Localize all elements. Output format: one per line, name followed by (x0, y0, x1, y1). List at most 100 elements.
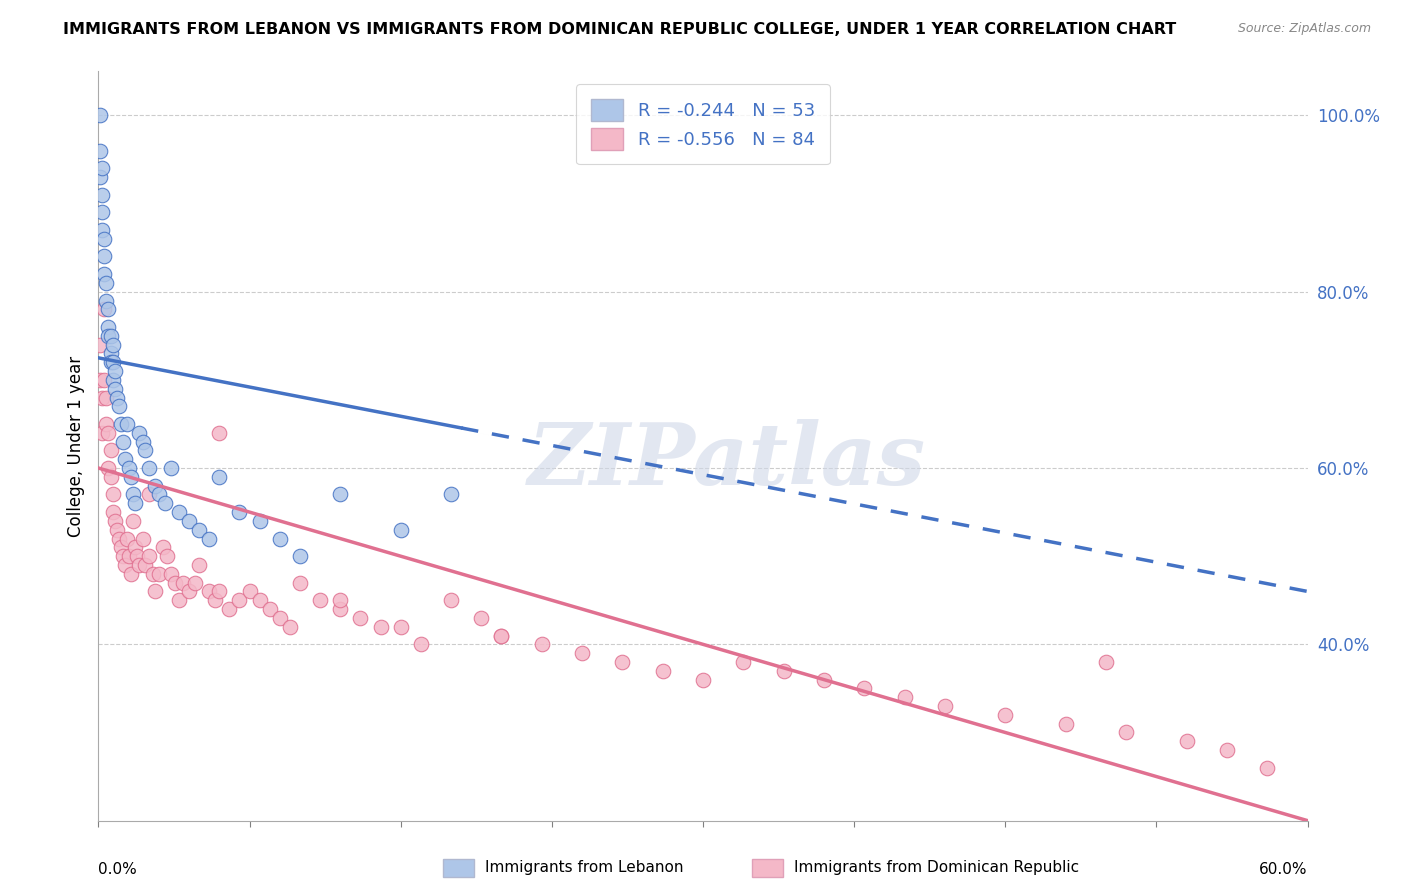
Point (208, 425, 231, 440)
Point (97, 302, 120, 317)
Point (994, 707, 1017, 722)
Point (97, 461, 120, 475)
Y-axis label: College, Under 1 year: College, Under 1 year (66, 355, 84, 537)
Point (96, 417, 118, 431)
Point (103, 364, 125, 378)
Point (121, 487, 143, 501)
Point (105, 391, 128, 405)
Point (188, 523, 211, 537)
Point (198, 532, 221, 546)
Text: IMMIGRANTS FROM LEBANON VS IMMIGRANTS FROM DOMINICAN REPUBLIC COLLEGE, UNDER 1 Y: IMMIGRANTS FROM LEBANON VS IMMIGRANTS FR… (63, 22, 1177, 37)
Point (96, 391, 118, 405)
Point (269, 532, 291, 546)
Point (184, 575, 207, 590)
Point (228, 505, 250, 519)
Point (288, 575, 311, 590)
Point (853, 681, 876, 696)
Point (91, 425, 114, 440)
Point (692, 673, 714, 687)
Point (91, 223, 114, 237)
Point (1175, 734, 1198, 748)
Point (134, 443, 156, 458)
Point (329, 602, 352, 616)
Point (111, 549, 134, 564)
Point (114, 558, 136, 572)
Point (93, 250, 115, 264)
Point (409, 637, 432, 651)
Point (100, 328, 122, 343)
Point (101, 355, 124, 369)
Point (124, 541, 146, 555)
Point (96, 276, 118, 290)
Point (269, 611, 291, 625)
Point (218, 602, 240, 616)
Point (138, 487, 160, 501)
Text: 60.0%: 60.0% (1260, 862, 1308, 877)
Point (278, 620, 301, 634)
Point (97, 320, 120, 334)
Point (470, 611, 492, 625)
Point (440, 593, 463, 607)
Point (114, 452, 136, 467)
Point (97, 425, 120, 440)
Point (93, 373, 115, 387)
Point (89, 373, 111, 387)
Point (100, 346, 122, 360)
Point (491, 628, 513, 642)
Point (160, 566, 183, 581)
Point (813, 673, 835, 687)
Point (228, 593, 250, 607)
Point (530, 637, 553, 651)
Text: 0.0%: 0.0% (98, 862, 138, 877)
Point (115, 417, 138, 431)
Point (96, 293, 118, 308)
Point (167, 593, 190, 607)
Point (110, 417, 132, 431)
Point (93, 302, 115, 317)
Point (118, 549, 141, 564)
Point (138, 461, 160, 475)
Point (329, 487, 352, 501)
Point (111, 434, 134, 449)
Point (121, 514, 143, 528)
Point (1095, 655, 1118, 669)
Point (179, 584, 201, 599)
Point (89, 108, 111, 122)
Point (309, 593, 332, 607)
Point (132, 532, 155, 546)
Point (128, 425, 150, 440)
Point (1115, 725, 1137, 739)
Point (124, 496, 146, 510)
Point (249, 593, 271, 607)
Point (148, 566, 170, 581)
Point (110, 541, 132, 555)
Point (138, 549, 160, 564)
Point (134, 558, 156, 572)
Point (142, 566, 165, 581)
Point (101, 373, 124, 387)
Point (208, 470, 231, 484)
Point (249, 514, 271, 528)
Point (103, 514, 125, 528)
Point (132, 434, 155, 449)
Point (101, 505, 124, 519)
Legend: R = -0.244   N = 53, R = -0.556   N = 84: R = -0.244 N = 53, R = -0.556 N = 84 (576, 84, 830, 164)
Point (143, 478, 166, 492)
Point (153, 496, 176, 510)
Point (163, 575, 186, 590)
Point (100, 443, 122, 458)
Point (89, 170, 111, 185)
Text: Immigrants from Dominican Republic: Immigrants from Dominican Republic (794, 861, 1080, 875)
Point (172, 575, 194, 590)
Point (188, 558, 211, 572)
Point (198, 584, 221, 599)
Point (152, 541, 174, 555)
Point (103, 382, 125, 396)
Point (208, 584, 231, 599)
Point (389, 523, 412, 537)
Point (89, 144, 111, 158)
Point (733, 655, 755, 669)
Point (89, 337, 111, 351)
Point (440, 487, 463, 501)
Point (107, 400, 129, 414)
